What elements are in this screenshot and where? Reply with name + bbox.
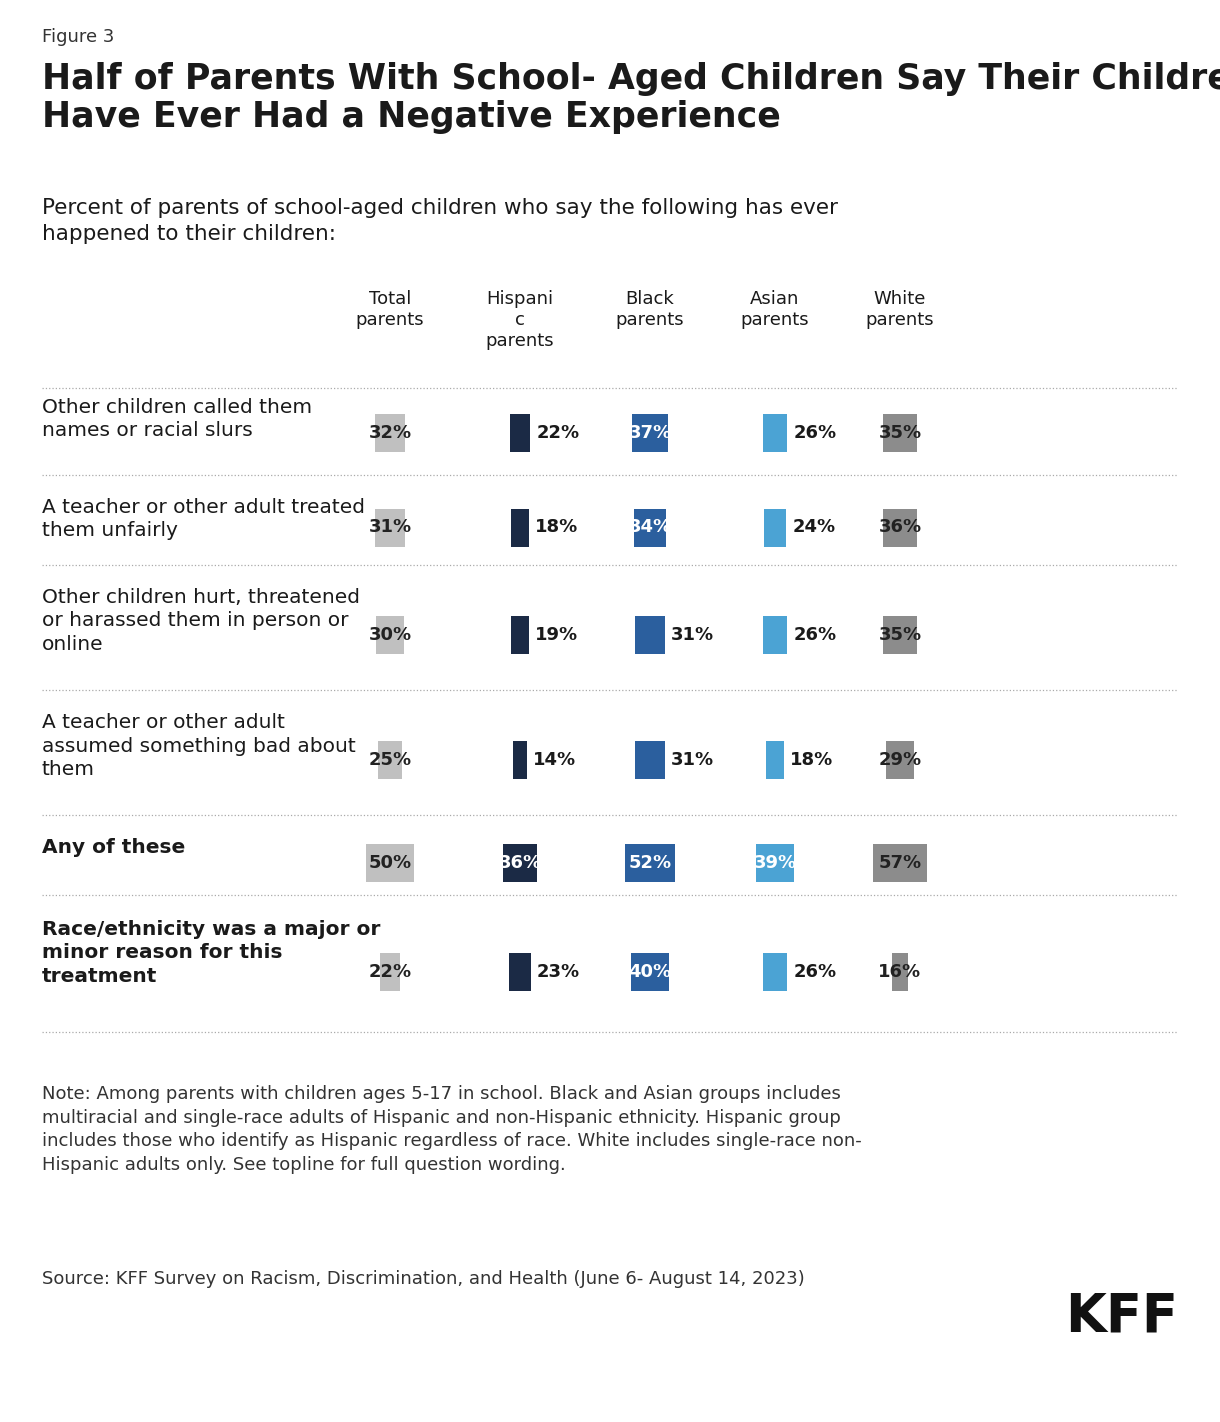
Bar (762, 414, 787, 452)
Text: 14%: 14% (533, 751, 576, 769)
Text: 40%: 40% (628, 963, 671, 981)
Text: 34%: 34% (628, 519, 671, 536)
Bar (762, 953, 787, 991)
Bar (631, 953, 669, 991)
Text: KFF: KFF (1065, 1290, 1179, 1342)
Text: 36%: 36% (878, 519, 921, 536)
Bar (379, 953, 400, 991)
Bar (626, 843, 675, 882)
Text: 19%: 19% (536, 626, 578, 644)
Text: 31%: 31% (671, 751, 714, 769)
Bar (634, 509, 666, 546)
Text: Asian
parents: Asian parents (741, 290, 809, 328)
Bar (376, 616, 404, 654)
Text: 37%: 37% (628, 424, 671, 441)
Bar (762, 616, 787, 654)
Text: 32%: 32% (368, 424, 411, 441)
Text: 29%: 29% (878, 751, 921, 769)
Bar (636, 741, 665, 779)
Text: 26%: 26% (793, 424, 837, 441)
Bar (883, 414, 916, 452)
Text: 22%: 22% (537, 424, 579, 441)
Bar (509, 953, 531, 991)
Text: A teacher or other adult treated
them unfairly: A teacher or other adult treated them un… (41, 498, 365, 540)
Bar (883, 509, 917, 546)
Text: 35%: 35% (878, 626, 921, 644)
Text: Percent of parents of school-aged children who say the following has ever
happen: Percent of parents of school-aged childr… (41, 198, 838, 243)
Bar (375, 414, 405, 452)
Bar (376, 509, 405, 546)
Bar (886, 741, 914, 779)
Text: 18%: 18% (789, 751, 833, 769)
Text: A teacher or other adult
assumed something bad about
them: A teacher or other adult assumed somethi… (41, 712, 356, 779)
Text: Total
parents: Total parents (356, 290, 425, 328)
Text: 50%: 50% (368, 853, 411, 872)
Bar (511, 616, 529, 654)
Bar (756, 843, 793, 882)
Text: Note: Among parents with children ages 5-17 in school. Black and Asian groups in: Note: Among parents with children ages 5… (41, 1085, 861, 1173)
Text: 31%: 31% (671, 626, 714, 644)
Bar (874, 843, 927, 882)
Bar (503, 843, 537, 882)
Text: Other children hurt, threatened
or harassed them in person or
online: Other children hurt, threatened or haras… (41, 589, 360, 654)
Text: Any of these: Any of these (41, 838, 185, 857)
Bar (514, 741, 527, 779)
Text: 22%: 22% (368, 963, 411, 981)
Bar (366, 843, 414, 882)
Text: Other children called them
names or racial slurs: Other children called them names or raci… (41, 398, 312, 441)
Text: 25%: 25% (368, 751, 411, 769)
Bar (766, 741, 783, 779)
Bar (632, 414, 667, 452)
Text: 35%: 35% (878, 424, 921, 441)
Text: Source: KFF Survey on Racism, Discrimination, and Health (June 6- August 14, 202: Source: KFF Survey on Racism, Discrimina… (41, 1270, 805, 1288)
Text: 39%: 39% (754, 853, 797, 872)
Text: 57%: 57% (878, 853, 921, 872)
Text: 26%: 26% (793, 963, 837, 981)
Text: Figure 3: Figure 3 (41, 28, 115, 46)
Bar (883, 616, 916, 654)
Text: Hispani
c
parents: Hispani c parents (486, 290, 554, 350)
Text: 23%: 23% (537, 963, 579, 981)
Text: Half of Parents With School- Aged Children Say Their Children
Have Ever Had a Ne: Half of Parents With School- Aged Childr… (41, 63, 1220, 134)
Text: 24%: 24% (793, 519, 836, 536)
Text: 30%: 30% (368, 626, 411, 644)
Bar (511, 509, 528, 546)
Bar (636, 616, 665, 654)
Text: 36%: 36% (499, 853, 542, 872)
Text: 52%: 52% (628, 853, 671, 872)
Bar (764, 509, 787, 546)
Text: 18%: 18% (534, 519, 578, 536)
Text: White
parents: White parents (866, 290, 935, 328)
Text: Race/ethnicity was a major or
minor reason for this
treatment: Race/ethnicity was a major or minor reas… (41, 920, 381, 985)
Text: 26%: 26% (793, 626, 837, 644)
Bar (892, 953, 908, 991)
Bar (510, 414, 531, 452)
Text: 31%: 31% (368, 519, 411, 536)
Text: Black
parents: Black parents (616, 290, 684, 328)
Bar (378, 741, 401, 779)
Text: 16%: 16% (878, 963, 921, 981)
